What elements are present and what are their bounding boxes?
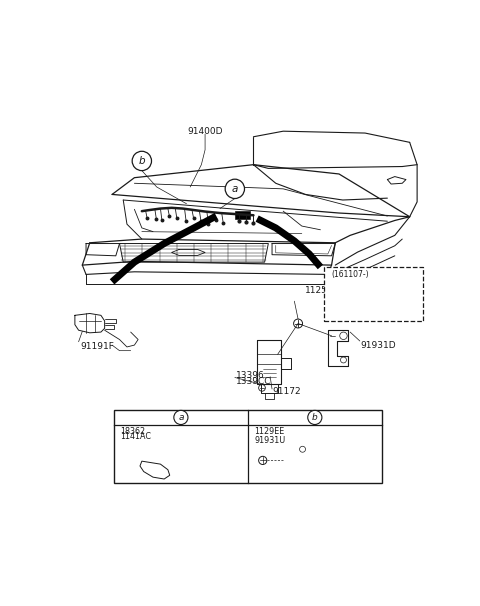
Text: 18362: 18362 — [120, 427, 146, 436]
Text: 1141AC: 1141AC — [120, 432, 152, 441]
Bar — [235, 211, 250, 219]
Text: 91172: 91172 — [273, 387, 301, 396]
Text: 91931U: 91931U — [254, 436, 286, 445]
Text: 91400D: 91400D — [187, 127, 223, 136]
Circle shape — [132, 152, 152, 171]
Text: 91931S: 91931S — [378, 306, 413, 315]
Text: 1339CC: 1339CC — [236, 378, 271, 387]
Text: 91191F: 91191F — [81, 342, 114, 351]
Circle shape — [308, 410, 322, 425]
Text: 1129EE: 1129EE — [254, 427, 285, 436]
Bar — [114, 410, 382, 483]
Text: 13396: 13396 — [236, 371, 264, 381]
Text: 1125DL: 1125DL — [305, 285, 339, 295]
Text: (161107-): (161107-) — [332, 270, 369, 279]
Text: b: b — [312, 413, 318, 422]
Text: a: a — [232, 184, 238, 194]
Text: b: b — [139, 156, 145, 166]
Text: a: a — [178, 413, 184, 422]
Circle shape — [174, 410, 188, 425]
Bar — [324, 267, 423, 321]
Text: 91931D: 91931D — [360, 341, 396, 350]
Circle shape — [225, 179, 244, 199]
